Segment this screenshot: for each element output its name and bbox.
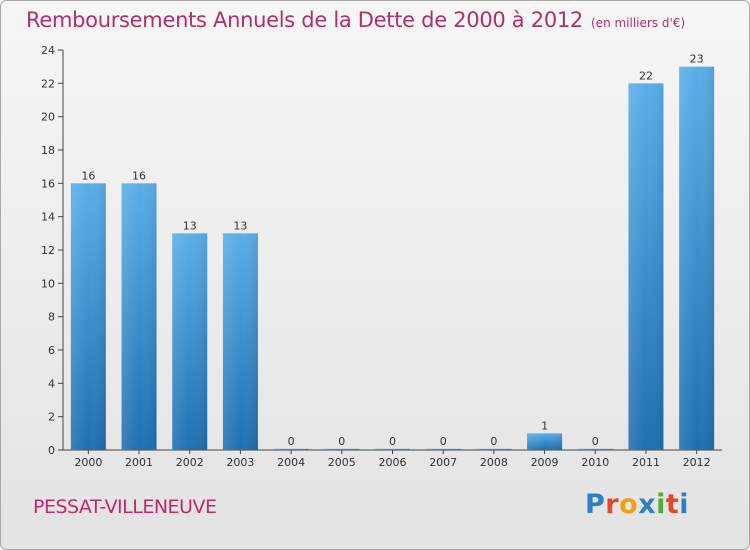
bar-shade-2006 (375, 448, 410, 450)
data-label-2004: 0 (288, 435, 295, 448)
bar-shade-2003 (222, 233, 258, 450)
data-label-2006: 0 (389, 435, 396, 448)
y-tick-label: 2 (48, 411, 55, 424)
data-label-2010: 0 (592, 435, 599, 448)
chart-subtitle: (en milliers d'€) (591, 16, 686, 30)
x-tick-label-2007: 2007 (429, 456, 457, 469)
x-tick-label-2005: 2005 (328, 456, 356, 469)
x-tick-label-2011: 2011 (632, 456, 660, 469)
logo-letter: P (585, 489, 606, 520)
y-tick-label: 20 (41, 111, 55, 124)
x-tick-label-2000: 2000 (74, 456, 102, 469)
x-tick-label-2004: 2004 (277, 456, 305, 469)
y-tick-label: 14 (41, 211, 55, 224)
x-tick-label-2012: 2012 (683, 456, 711, 469)
data-label-2001: 16 (132, 169, 146, 182)
x-tick-label-2001: 2001 (125, 456, 153, 469)
logo-letter: i (679, 489, 690, 520)
y-tick-label: 8 (48, 311, 55, 324)
x-tick-label-2009: 2009 (531, 456, 559, 469)
bar-shade-2000 (70, 183, 106, 451)
y-tick-label: 24 (41, 44, 55, 57)
bar-shade-2010 (577, 448, 613, 450)
x-tick-label-2006: 2006 (379, 456, 407, 469)
logo-letter: i (656, 489, 666, 520)
data-label-2009: 1 (541, 419, 548, 432)
y-tick-label: 10 (41, 277, 55, 290)
data-label-2005: 0 (338, 435, 345, 448)
data-label-2000: 16 (81, 169, 95, 182)
bar-shade-2002 (172, 233, 208, 450)
x-tick-label-2010: 2010 (581, 456, 609, 469)
x-tick-label-2002: 2002 (176, 456, 204, 469)
x-tick-label-2003: 2003 (226, 456, 254, 469)
logo-letter: o (619, 489, 639, 520)
y-tick-label: 0 (48, 444, 55, 457)
y-tick-label: 12 (41, 244, 55, 257)
data-label-2003: 13 (233, 219, 247, 232)
data-label-2011: 22 (639, 69, 653, 82)
logo-letter: r (605, 489, 620, 520)
proxiti-logo: Proxiti (585, 489, 689, 520)
y-tick-label: 16 (41, 177, 55, 190)
bar-shade-2008 (476, 448, 512, 450)
y-tick-label: 22 (41, 77, 55, 90)
data-label-2008: 0 (490, 435, 497, 448)
bar-shade-2005 (324, 448, 360, 450)
bar-shade-2011 (628, 83, 664, 450)
data-label-2012: 23 (690, 53, 704, 66)
y-tick-label: 4 (48, 377, 55, 390)
bar-shade-2004 (273, 448, 309, 450)
logo-letter: x (638, 489, 657, 520)
data-label-2002: 13 (183, 219, 197, 232)
bar-shade-2007 (425, 448, 461, 450)
logo-letter: t (665, 489, 680, 520)
bar-shade-2012 (679, 66, 715, 451)
chart-title: Remboursements Annuels de la Dette de 20… (26, 8, 685, 32)
y-tick-label: 18 (41, 144, 55, 157)
bar-shade-2001 (121, 183, 157, 451)
data-label-2007: 0 (440, 435, 447, 448)
x-tick-label-2008: 2008 (480, 456, 508, 469)
y-tick-label: 6 (48, 344, 55, 357)
commune-name: PESSAT-VILLENEUVE (33, 496, 217, 518)
bar-shade-2009 (527, 433, 563, 450)
chart-title-text: Remboursements Annuels de la Dette de 20… (26, 8, 583, 32)
